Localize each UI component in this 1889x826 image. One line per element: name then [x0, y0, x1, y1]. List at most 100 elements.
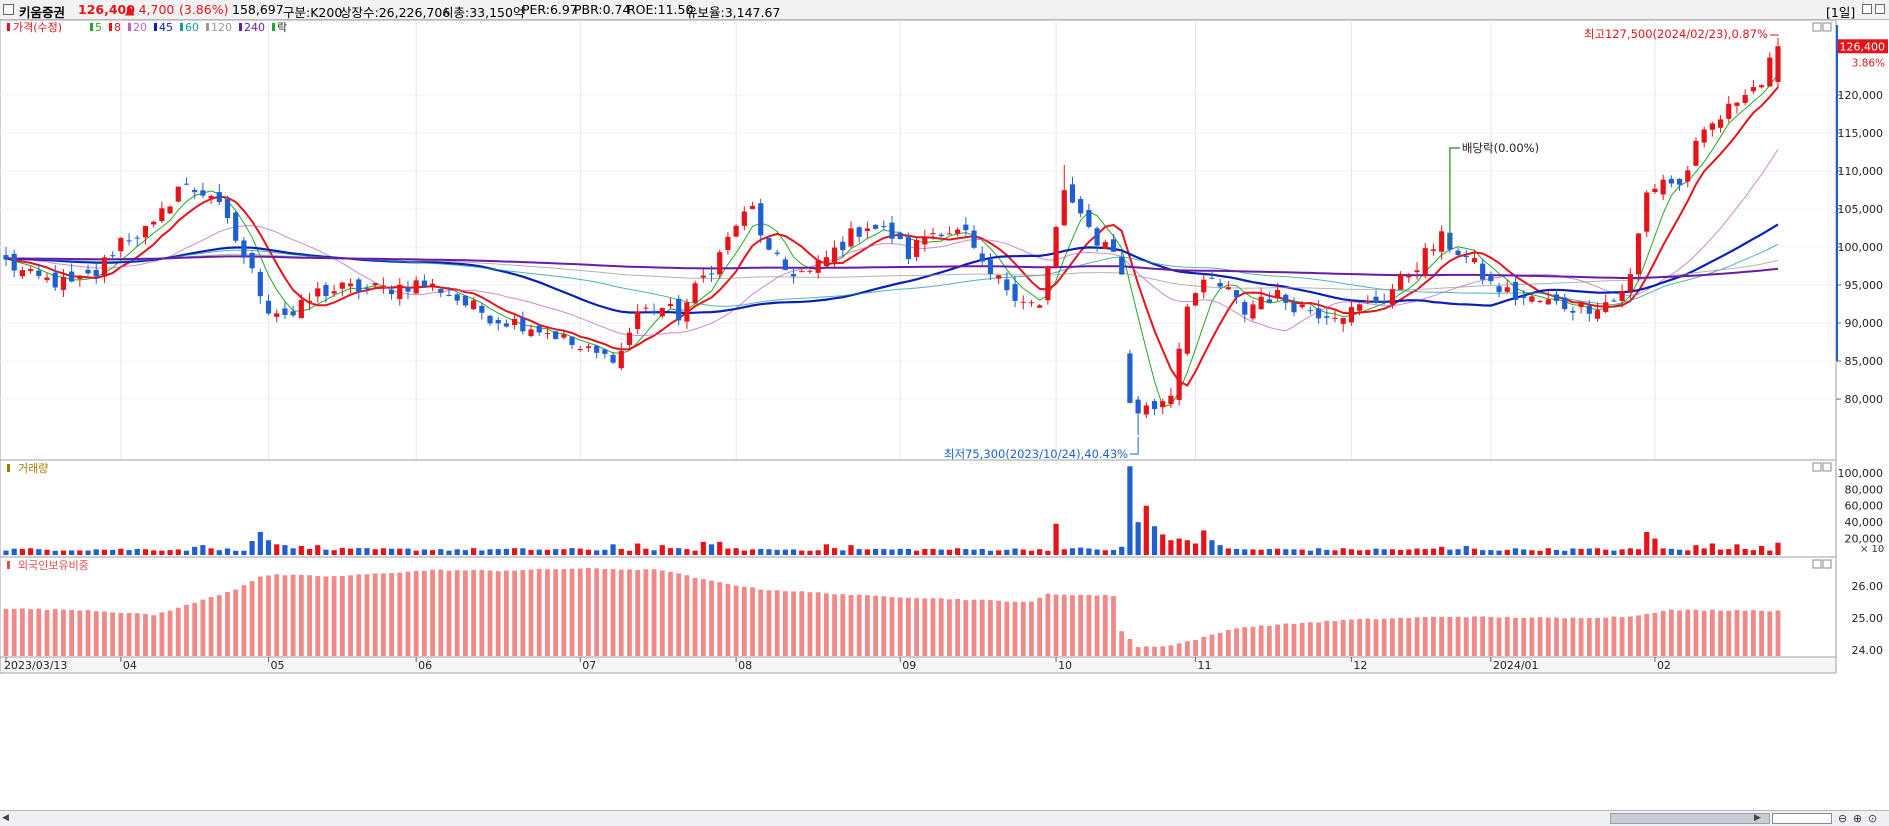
candle: [1726, 95, 1732, 123]
foreign-bar: [1603, 617, 1609, 656]
stock-chart[interactable]: 80,000 85,000 90,000 95,000 100,000 105,000 11…: [0, 20, 1889, 810]
volume-bar: [1110, 549, 1117, 555]
foreign-bar: [1488, 616, 1494, 656]
candle: [1110, 234, 1117, 252]
zoom-slider[interactable]: [1772, 813, 1832, 824]
checkbox-icon[interactable]: [3, 4, 14, 15]
foreign-bar: [741, 586, 747, 656]
foreign-bar: [504, 570, 509, 656]
foreign-bar: [1545, 617, 1551, 656]
foreign-bar: [1053, 594, 1059, 656]
candle: [487, 314, 493, 326]
candle: [987, 253, 994, 281]
volume-bar: [1512, 548, 1519, 555]
volume-bar: [1562, 550, 1568, 555]
foreign-bar: [700, 579, 706, 656]
foreign-bar: [799, 591, 805, 656]
foreign-bar: [1357, 619, 1363, 656]
foreign-bar: [1316, 622, 1321, 656]
foreign-bar: [618, 569, 624, 656]
legend-ma-8: 8: [114, 21, 121, 34]
foreign-bar: [815, 592, 821, 656]
candle: [1348, 299, 1355, 326]
period-selector[interactable]: [1일]: [1826, 5, 1856, 20]
foreign-bar: [1718, 610, 1723, 656]
foreign-bar: [1168, 645, 1174, 656]
foreign-bar: [545, 569, 550, 656]
foreign-bar: [979, 599, 985, 656]
volume-bar: [397, 548, 403, 555]
candle: [749, 201, 756, 210]
volume-bar: [635, 543, 641, 555]
volume-bar: [676, 548, 682, 555]
candle: [1061, 164, 1067, 226]
candle: [462, 295, 469, 308]
foreign-bar: [774, 590, 780, 656]
candle: [93, 264, 99, 284]
foreign-bar: [1184, 641, 1190, 656]
segment: 구분:K200: [283, 5, 343, 20]
candle: [1192, 292, 1199, 307]
volume-bar: [3, 550, 9, 555]
scrollbar[interactable]: ◀ ▶ ⊖ ⊕ ⊙: [0, 810, 1889, 826]
volume-panel: 20,000 40,000 60,000 80,000 100,000: [0, 459, 1883, 558]
candle: [1635, 232, 1642, 282]
foreign-bar: [996, 600, 1002, 656]
volume-bar: [938, 549, 944, 555]
volume-bar: [1742, 548, 1748, 555]
foreign-bar: [1554, 617, 1559, 656]
zoom-reset-icon[interactable]: ⊙: [1868, 812, 1878, 825]
candle: [594, 345, 600, 359]
foreign-bar: [28, 609, 34, 656]
volume-bar: [462, 550, 469, 555]
volume-bar: [536, 549, 542, 555]
scroll-thumb[interactable]: [1610, 813, 1770, 824]
volume-bar: [1652, 538, 1658, 555]
scroll-right-icon[interactable]: ▶: [1754, 813, 1761, 823]
volume-bar: [1619, 549, 1625, 555]
candle: [1209, 270, 1215, 280]
foreign-bar: [184, 604, 189, 656]
panel-controls[interactable]: [1812, 22, 1832, 569]
foreign-bar: [1496, 617, 1502, 656]
close-icon[interactable]: [1875, 4, 1885, 14]
minimize-icon[interactable]: [1862, 4, 1872, 14]
foreign-bar: [1135, 647, 1141, 656]
reserve-ratio: 유보율:3,147.67: [686, 5, 781, 20]
candle: [233, 210, 239, 244]
candle: [36, 263, 42, 280]
candle: [126, 233, 132, 246]
candle: [1053, 225, 1059, 269]
volume-bar: [331, 550, 337, 555]
candle: [167, 205, 173, 215]
foreign-bar: [1349, 619, 1354, 656]
zoom-out-icon[interactable]: ⊖: [1838, 812, 1848, 825]
foreign-bar: [791, 591, 796, 656]
volume-bar: [1028, 550, 1035, 555]
candle: [479, 302, 485, 320]
volume-bar: [1332, 550, 1338, 555]
volume-bar: [1012, 548, 1018, 555]
candle: [1168, 387, 1174, 409]
volume-bar: [274, 544, 280, 555]
volume-bar: [1627, 548, 1633, 555]
volume-bar: [298, 545, 304, 555]
info-header: 키움증권 126,400 ▲ 4,700 (3.86%) 158,697 구분:…: [0, 0, 1889, 20]
candle: [1176, 342, 1182, 406]
foreign-bar: [1201, 636, 1207, 656]
foreign-bar: [1693, 609, 1699, 656]
volume-bar: [1668, 548, 1674, 555]
price-change: ▲ 4,700: [125, 2, 175, 17]
candle: [626, 327, 633, 350]
volume-bar: [487, 549, 493, 555]
candle: [257, 268, 263, 305]
foreign-bar: [61, 609, 66, 656]
foreign-bar: [257, 576, 263, 656]
zoom-in-icon[interactable]: ⊕: [1853, 812, 1863, 825]
foreign-bar: [1127, 638, 1133, 656]
foreign-bar: [1775, 610, 1781, 656]
scroll-left-icon[interactable]: ◀: [2, 813, 9, 823]
candle: [708, 265, 715, 282]
x-tick-label: 08: [738, 659, 752, 672]
candle: [1611, 298, 1617, 303]
